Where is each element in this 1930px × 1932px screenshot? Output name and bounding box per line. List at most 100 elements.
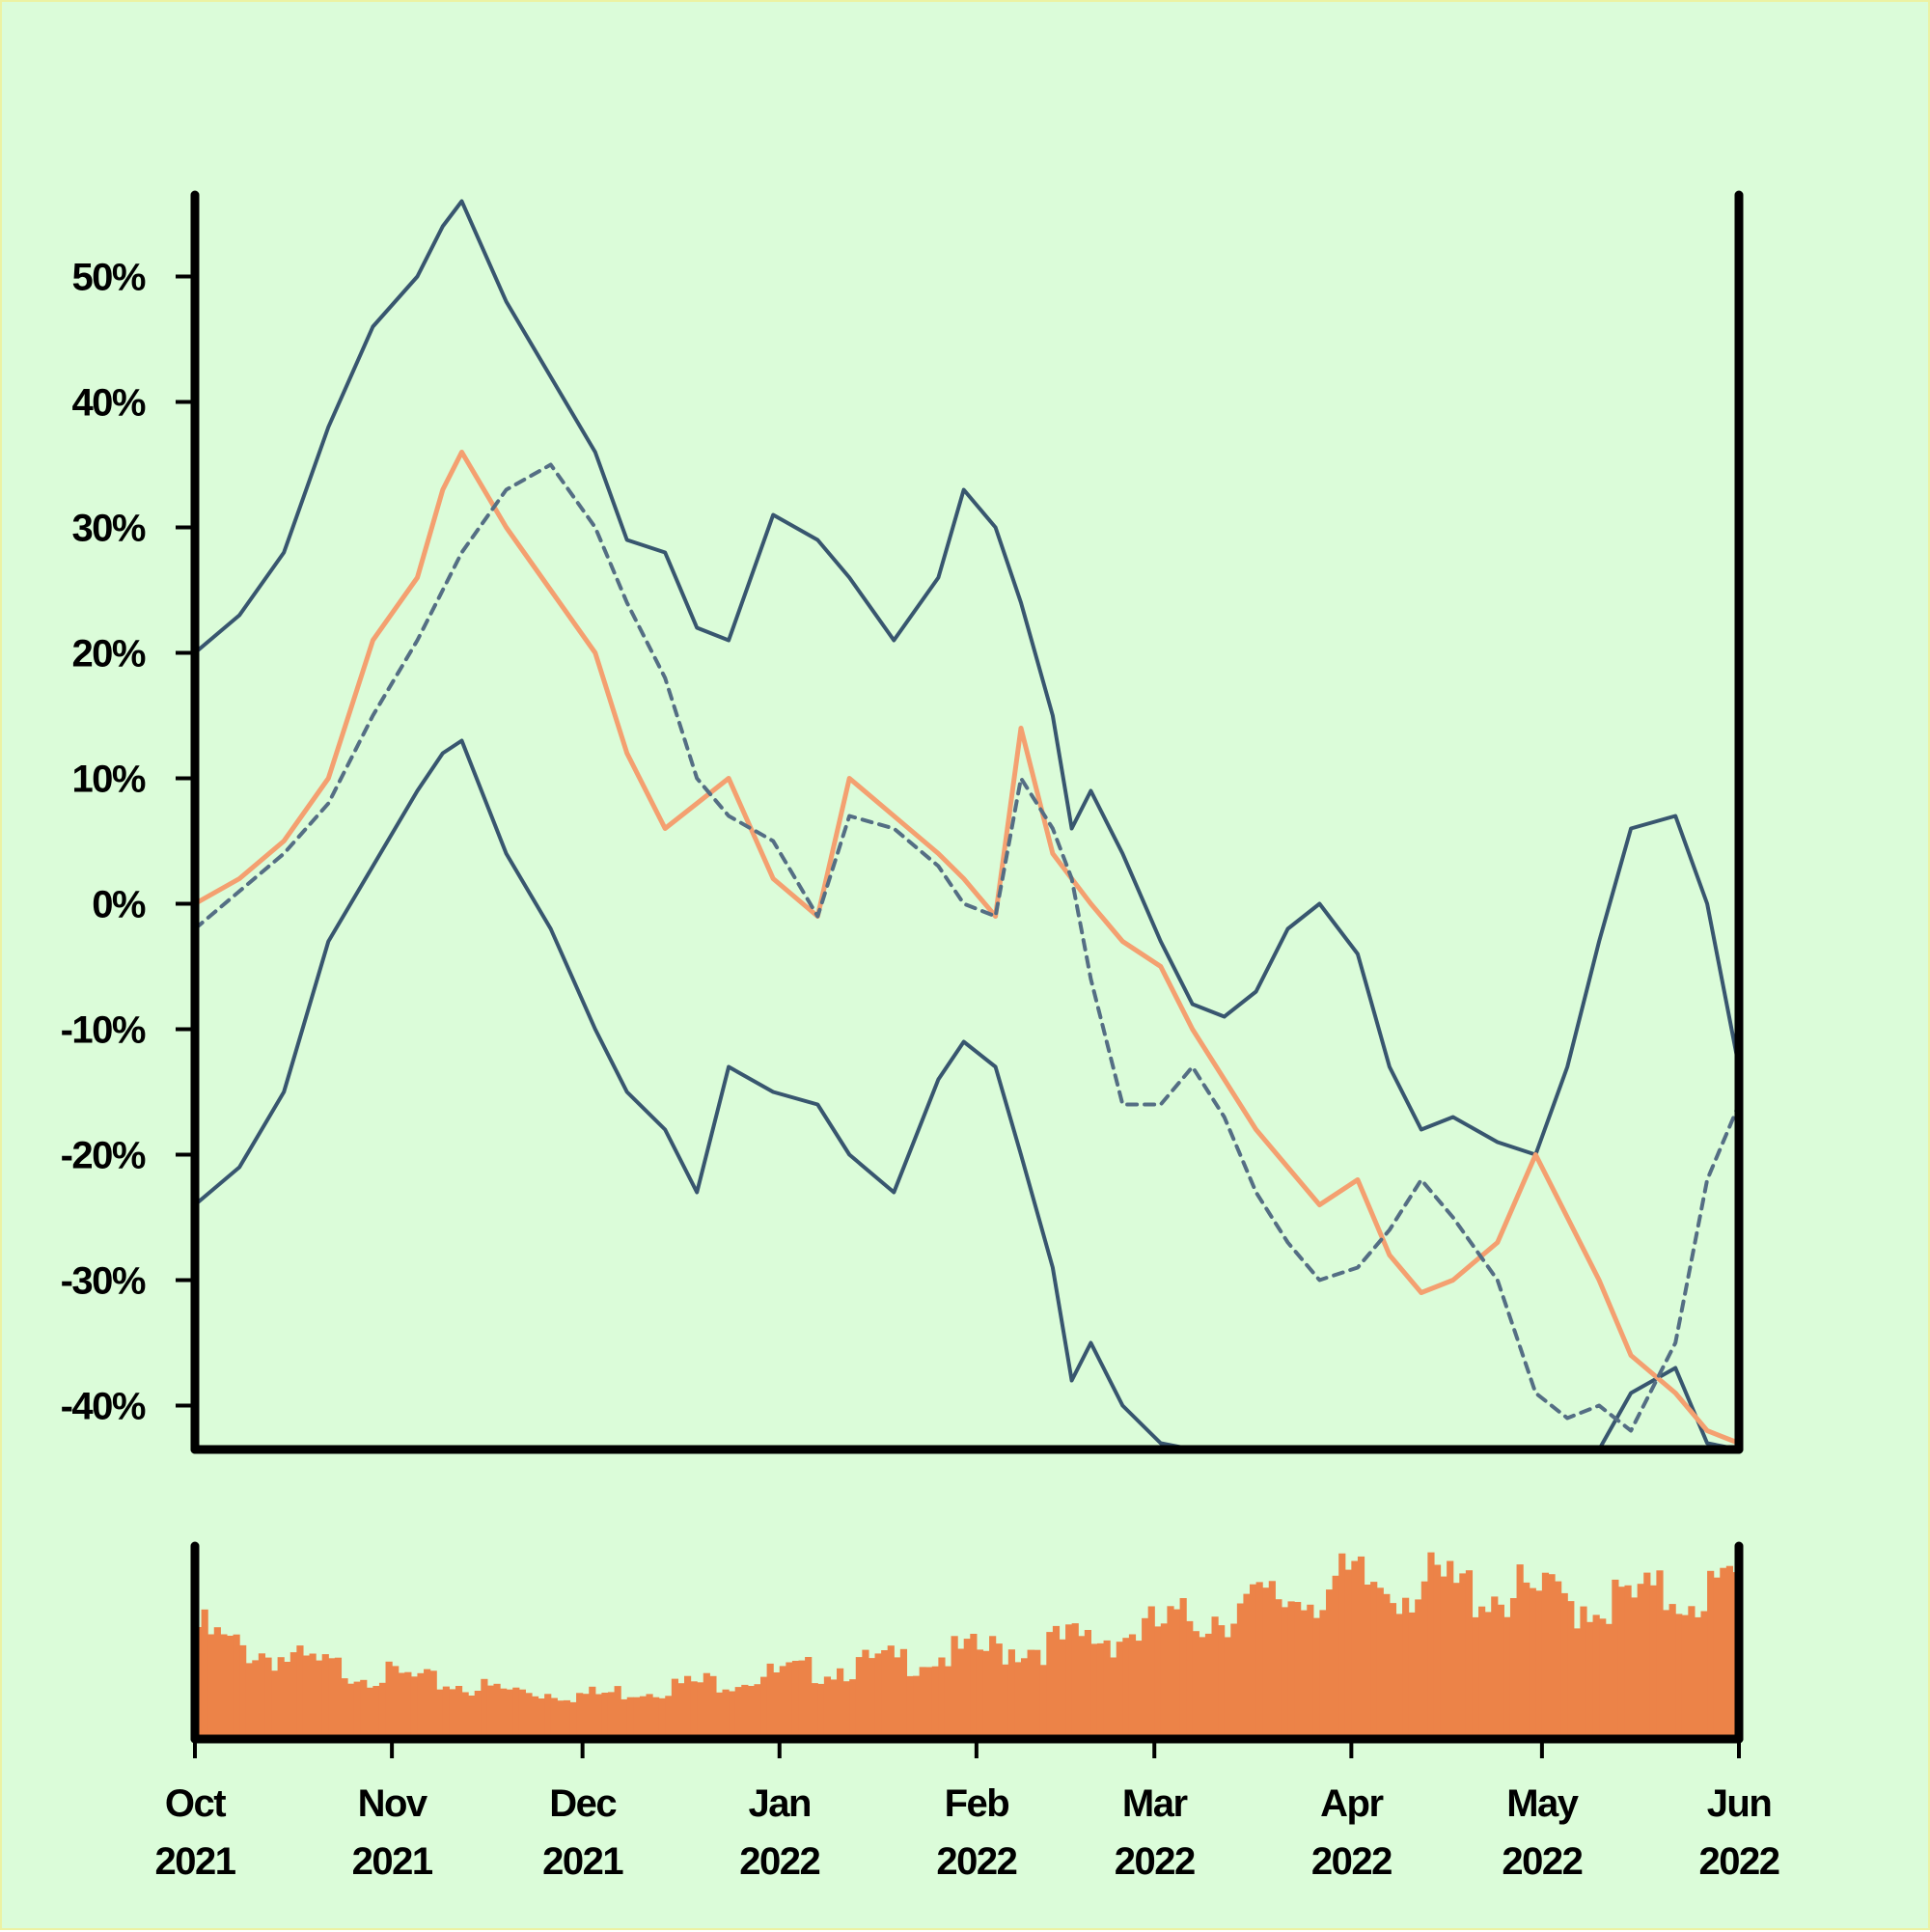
volume-bar [233, 1634, 240, 1739]
volume-bar [913, 1675, 921, 1739]
volume-bar [1142, 1617, 1149, 1739]
volume-bar [1307, 1604, 1314, 1739]
volume-bar [881, 1650, 889, 1739]
x-tick-label-month: Oct [165, 1782, 226, 1825]
volume-bar [302, 1655, 311, 1739]
volume-bar [1408, 1612, 1416, 1739]
volume-bar [1078, 1636, 1086, 1739]
volume-bar [671, 1678, 679, 1739]
volume-bar [951, 1636, 958, 1739]
volume-bar [1154, 1626, 1162, 1739]
volume-bar [1656, 1570, 1664, 1739]
price-line [195, 450, 1739, 1446]
volume-bar [1250, 1584, 1257, 1739]
volume-bar [1649, 1585, 1657, 1739]
x-axis: Oct 2021 Nov 2021 Dec 2021 Jan 2022 Feb 2022 Mar 20… [155, 1739, 1780, 1883]
price-panel: 50% 40% 30% 20% 10% 0% -10% -20% -30% -40% [61, 190, 1744, 1454]
volume-bar [410, 1676, 419, 1739]
volume-bar [931, 1666, 939, 1739]
volume-bar [823, 1676, 832, 1739]
volume-bar [862, 1649, 869, 1739]
y-tick-label: 20% [71, 633, 145, 676]
volume-bar [1224, 1637, 1231, 1739]
volume-bar [874, 1653, 882, 1739]
volume-bar [252, 1660, 260, 1739]
volume-bar [842, 1681, 850, 1739]
volume-bar [347, 1683, 355, 1739]
volume-bar [1199, 1637, 1206, 1739]
volume-bar [468, 1696, 476, 1739]
volume-bar [1027, 1649, 1034, 1739]
volume-bar [341, 1678, 348, 1739]
volume-bar [531, 1696, 539, 1739]
volume-bar [1281, 1607, 1289, 1739]
volume-bar [1351, 1560, 1359, 1739]
volume-bar [734, 1687, 742, 1739]
volume-bar [372, 1686, 380, 1739]
volume-bar [773, 1672, 781, 1739]
volume-bar [550, 1697, 558, 1739]
x-tick-label-year: 2022 [1115, 1840, 1195, 1883]
volume-bar [1555, 1581, 1562, 1739]
volume-bar [576, 1693, 584, 1739]
volume-bar [1128, 1634, 1137, 1739]
volume-bar [1287, 1601, 1295, 1739]
volume-bar [1364, 1585, 1371, 1739]
volume-bar [868, 1658, 876, 1739]
volume-bar [207, 1634, 215, 1739]
volume-bar [1573, 1628, 1581, 1739]
volume-bar [385, 1661, 393, 1739]
volume-bar [258, 1653, 266, 1739]
volume-bar [1204, 1633, 1213, 1739]
volume-bar [1548, 1574, 1556, 1739]
volume-bar [938, 1657, 946, 1739]
volume-bar [633, 1697, 641, 1739]
volume-bar [461, 1692, 469, 1739]
volume-bar [1631, 1597, 1639, 1739]
volume-bar [493, 1683, 501, 1739]
x-tick-label-month: Mar [1122, 1782, 1188, 1825]
x-tick-label-month: Jun [1707, 1782, 1772, 1825]
volume-bar [1535, 1590, 1543, 1739]
volume-bar [582, 1694, 590, 1739]
x-tick-label-month: Nov [358, 1782, 428, 1825]
volume-bar [1338, 1553, 1346, 1739]
upper-band-line [195, 199, 1739, 1157]
volume-bar [1065, 1624, 1073, 1739]
volume-bar [1592, 1615, 1600, 1739]
volume-bar [290, 1652, 297, 1739]
volume-bar [830, 1679, 838, 1739]
volume-bar [1014, 1662, 1022, 1739]
volume-bar [1681, 1615, 1689, 1739]
volume-bar [442, 1686, 450, 1739]
volume-bar [1236, 1603, 1245, 1739]
y-tick-label: 50% [71, 257, 145, 299]
volume-bar [1662, 1610, 1670, 1739]
x-tick-label-month: Jan [749, 1782, 811, 1825]
volume-bar [245, 1663, 253, 1739]
volume-bar [1147, 1606, 1155, 1739]
volume-bar [316, 1660, 323, 1739]
volume-bar [1617, 1587, 1626, 1739]
volume-bar [703, 1672, 710, 1739]
volume-bar [544, 1694, 552, 1739]
volume-bar [849, 1679, 857, 1739]
volume-bar [919, 1667, 926, 1739]
volume-bar [837, 1668, 844, 1739]
volume-bar [970, 1634, 978, 1739]
volume-bar [1090, 1643, 1098, 1739]
volume-bar [589, 1686, 596, 1739]
volume-bar [1567, 1601, 1575, 1739]
volume-bar [1052, 1625, 1061, 1739]
volume-bar [424, 1669, 431, 1739]
y-tick-label: 40% [71, 382, 145, 425]
volume-bar [1472, 1616, 1479, 1739]
volume-bar [906, 1675, 914, 1739]
volume-bar [557, 1700, 565, 1739]
volume-bar [1491, 1596, 1499, 1739]
volume-bar [417, 1672, 425, 1739]
y-tick-label: 30% [71, 508, 145, 550]
x-tick-label-month: Apr [1320, 1782, 1383, 1825]
volume-bar [1637, 1584, 1644, 1739]
volume-bar [1447, 1560, 1454, 1739]
